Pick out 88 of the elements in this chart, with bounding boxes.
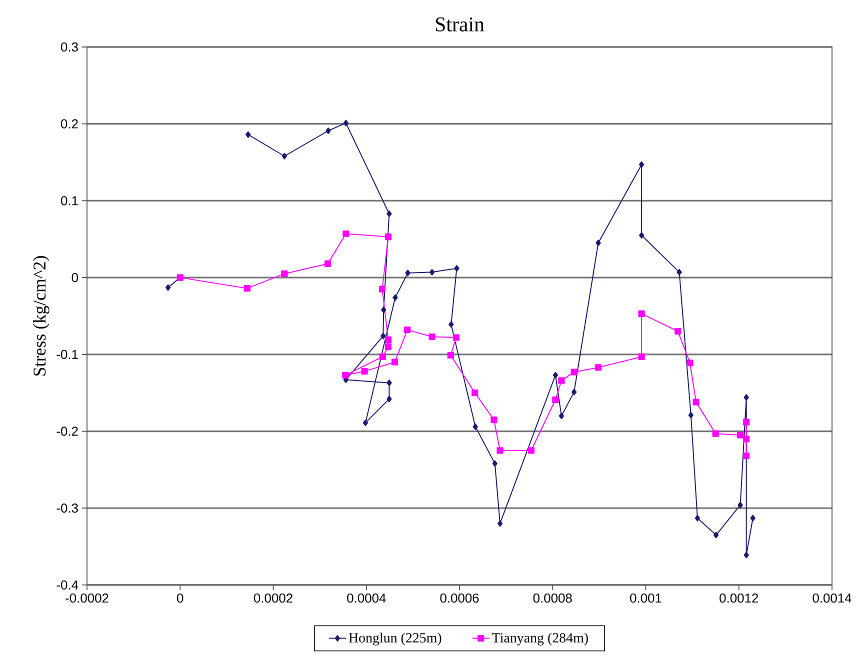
point xyxy=(743,436,750,442)
point xyxy=(165,284,171,291)
point xyxy=(497,520,503,527)
y-tick-label: 0.2 xyxy=(60,119,78,128)
y-tick-label: -0.1 xyxy=(56,350,78,359)
point xyxy=(472,390,478,396)
point xyxy=(594,364,602,371)
y-axis-title: Stress (kg/cm^2) xyxy=(33,256,50,376)
point xyxy=(472,423,478,430)
point xyxy=(391,358,398,366)
x-tick-label: 0 xyxy=(177,594,184,603)
point xyxy=(492,460,498,467)
point xyxy=(638,353,645,360)
point xyxy=(688,412,694,418)
y-tick-label: 0.3 xyxy=(60,42,78,52)
point xyxy=(246,131,251,138)
point xyxy=(638,310,645,317)
y-tick-label: 0 xyxy=(72,272,78,282)
point xyxy=(386,380,392,386)
point xyxy=(244,285,250,292)
point xyxy=(380,332,386,340)
point xyxy=(558,412,564,420)
y-tick-label: 0.1 xyxy=(60,196,78,206)
point xyxy=(447,352,454,358)
point xyxy=(282,152,288,160)
x-tick-label: 0.0014 xyxy=(812,594,852,603)
point xyxy=(552,396,559,404)
point xyxy=(386,210,392,218)
point xyxy=(570,368,578,376)
point xyxy=(738,502,743,508)
point xyxy=(490,416,498,424)
point xyxy=(692,398,700,406)
point xyxy=(384,343,392,350)
point xyxy=(743,452,750,460)
point xyxy=(343,120,348,126)
point xyxy=(744,394,749,401)
x-tick-label: 0.0008 xyxy=(533,594,572,603)
point xyxy=(676,268,682,276)
x-tick-label: -0.0002 xyxy=(66,594,108,603)
point xyxy=(326,127,331,134)
point xyxy=(384,336,392,344)
point xyxy=(342,230,350,238)
point xyxy=(712,430,719,437)
point xyxy=(386,396,392,402)
point xyxy=(750,514,756,522)
point xyxy=(448,321,454,328)
x-tick-label: 0.001 xyxy=(630,594,662,603)
point xyxy=(362,420,368,426)
point xyxy=(638,232,644,239)
point xyxy=(596,240,601,246)
y-tick-label: -0.2 xyxy=(56,426,78,436)
point xyxy=(552,372,558,378)
x-tick-label: 0.0012 xyxy=(720,594,758,603)
point xyxy=(736,432,744,438)
legend-label: Tianyang (284m) xyxy=(492,632,588,646)
point xyxy=(638,161,644,168)
point xyxy=(686,360,694,366)
point xyxy=(428,333,436,340)
point xyxy=(381,306,386,314)
point xyxy=(324,260,332,268)
point xyxy=(379,353,386,360)
legend-label: Honglun (225m) xyxy=(348,632,442,646)
point xyxy=(528,447,535,454)
y-tick-label: -0.4 xyxy=(56,580,78,590)
x-tick-label: 0.0006 xyxy=(440,594,479,603)
x-tick-label: 0.0002 xyxy=(254,594,292,603)
point xyxy=(694,514,700,522)
point xyxy=(404,326,411,334)
point xyxy=(496,447,504,454)
point xyxy=(342,372,349,378)
point xyxy=(743,418,750,426)
y-tick-label: -0.3 xyxy=(56,504,78,513)
point xyxy=(674,328,682,335)
point xyxy=(571,388,577,396)
point xyxy=(378,286,386,292)
point xyxy=(361,368,368,375)
point xyxy=(452,334,460,341)
point xyxy=(744,552,749,558)
point xyxy=(405,270,410,276)
point xyxy=(392,294,398,301)
point xyxy=(384,234,392,240)
point xyxy=(558,377,565,384)
x-tick-label: 0.0004 xyxy=(347,594,386,603)
point xyxy=(281,270,288,278)
chart-title: Strain xyxy=(436,17,484,32)
point xyxy=(429,268,435,276)
point xyxy=(713,532,719,538)
point xyxy=(454,265,460,272)
